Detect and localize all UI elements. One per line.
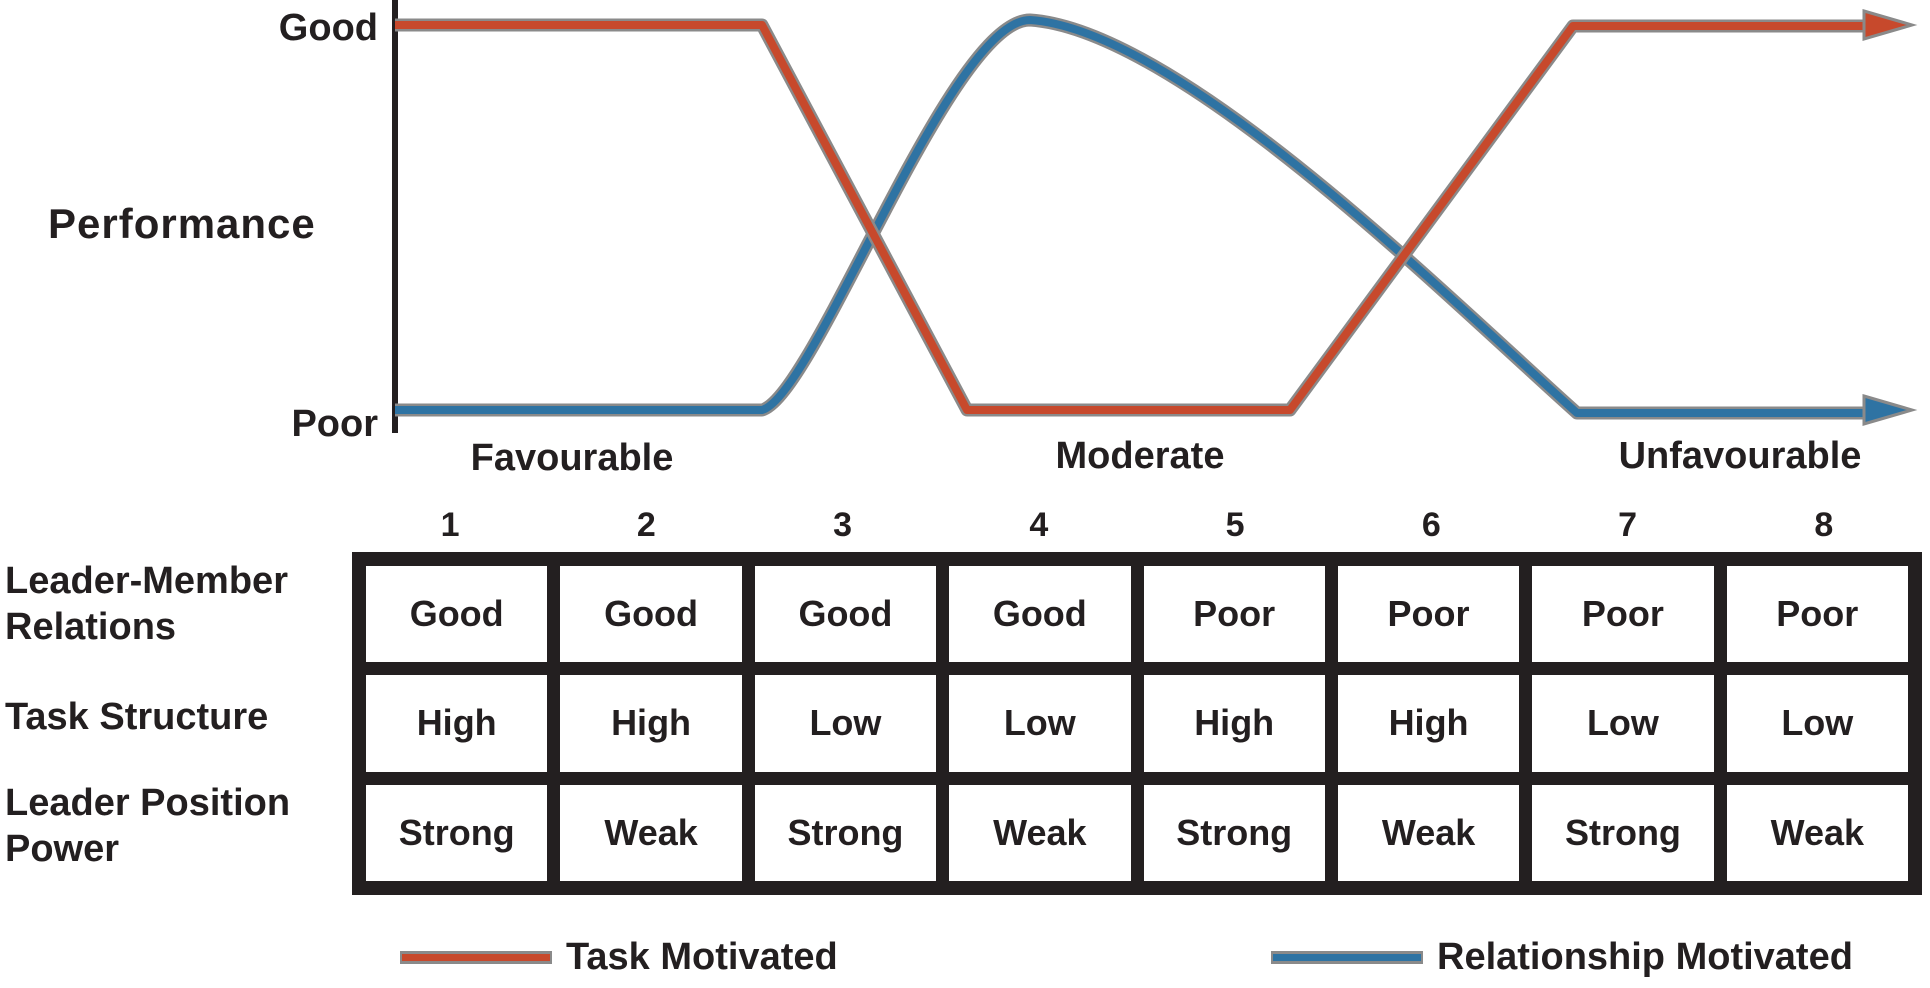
octant-number: 5: [1225, 506, 1245, 544]
octant-number: 3: [833, 506, 853, 544]
table-cell: Weak: [949, 784, 1131, 881]
y-axis-good-label: Good: [279, 7, 378, 49]
legend-item-task-motivated: Task Motivated: [400, 933, 838, 981]
table-cell: Good: [366, 566, 548, 663]
octant-numbers-row: 1 2 3 4 5 6 7 8: [352, 506, 1922, 548]
table-cell: Poor: [1337, 566, 1520, 663]
task-line-swatch-core: [402, 953, 550, 961]
table-cell: Weak: [1337, 784, 1520, 881]
relationship-line-swatch-icon: [1271, 950, 1423, 964]
row-label-leader-member-relations: Leader-Member Relations: [5, 560, 288, 649]
task-line-arrowhead-icon: [1862, 9, 1918, 41]
task-motivated-line: [395, 21, 1872, 414]
x-label-moderate: Moderate: [1056, 435, 1225, 477]
relationship-line-halo: [395, 13, 1872, 420]
table-cell: Strong: [1532, 784, 1714, 881]
table-cell: Good: [560, 566, 742, 663]
relationship-motivated-line: [395, 16, 1872, 417]
legend-label-task-motivated: Task Motivated: [566, 935, 838, 978]
octant-number: 7: [1618, 506, 1638, 544]
relationship-line-arrowhead-icon: [1862, 394, 1918, 426]
octant-number: 8: [1814, 506, 1834, 544]
row-label-leader-position-power: Leader Position Power: [5, 782, 291, 871]
table-cell: Poor: [1143, 566, 1325, 663]
table-cell: Weak: [1726, 784, 1908, 881]
table-cell: Good: [754, 566, 937, 663]
legend-item-relationship-motivated: Relationship Motivated: [1271, 933, 1853, 981]
relationship-line-swatch-core: [1273, 953, 1421, 961]
octant-number: 2: [636, 506, 656, 544]
table-cell: Poor: [1726, 566, 1908, 663]
table-cell: Strong: [1143, 784, 1325, 881]
row-label-task-structure: Task Structure: [5, 696, 269, 738]
octant-number: 1: [440, 506, 460, 544]
octant-table: Good Good Good Good Poor Poor Poor Poor …: [352, 552, 1922, 895]
table-cell: Strong: [366, 784, 548, 881]
table-cell: High: [560, 675, 742, 772]
table-cell: Low: [1726, 675, 1908, 772]
x-label-unfavourable: Unfavourable: [1619, 435, 1862, 477]
table-cell: Low: [754, 675, 937, 772]
table-cell: Low: [949, 675, 1131, 772]
x-label-favourable: Favourable: [471, 437, 674, 479]
table-cell: Good: [949, 566, 1131, 663]
octant-number: 4: [1029, 506, 1049, 544]
y-axis-title: Performance: [48, 200, 316, 247]
task-line-swatch-icon: [400, 950, 552, 964]
table-cell: Strong: [754, 784, 937, 881]
octant-number: 6: [1421, 506, 1441, 544]
table-cell: High: [366, 675, 548, 772]
legend-label-relationship-motivated: Relationship Motivated: [1437, 935, 1853, 978]
table-cell: High: [1143, 675, 1325, 772]
table-cell: High: [1337, 675, 1520, 772]
performance-chart: Good Performance Poor Favourable Moderat…: [48, 0, 1918, 479]
task-line-halo: [395, 18, 1872, 417]
table-cell: Low: [1532, 675, 1714, 772]
table-cell: Weak: [560, 784, 742, 881]
table-cell: Poor: [1532, 566, 1714, 663]
y-axis-poor-label: Poor: [291, 403, 378, 445]
